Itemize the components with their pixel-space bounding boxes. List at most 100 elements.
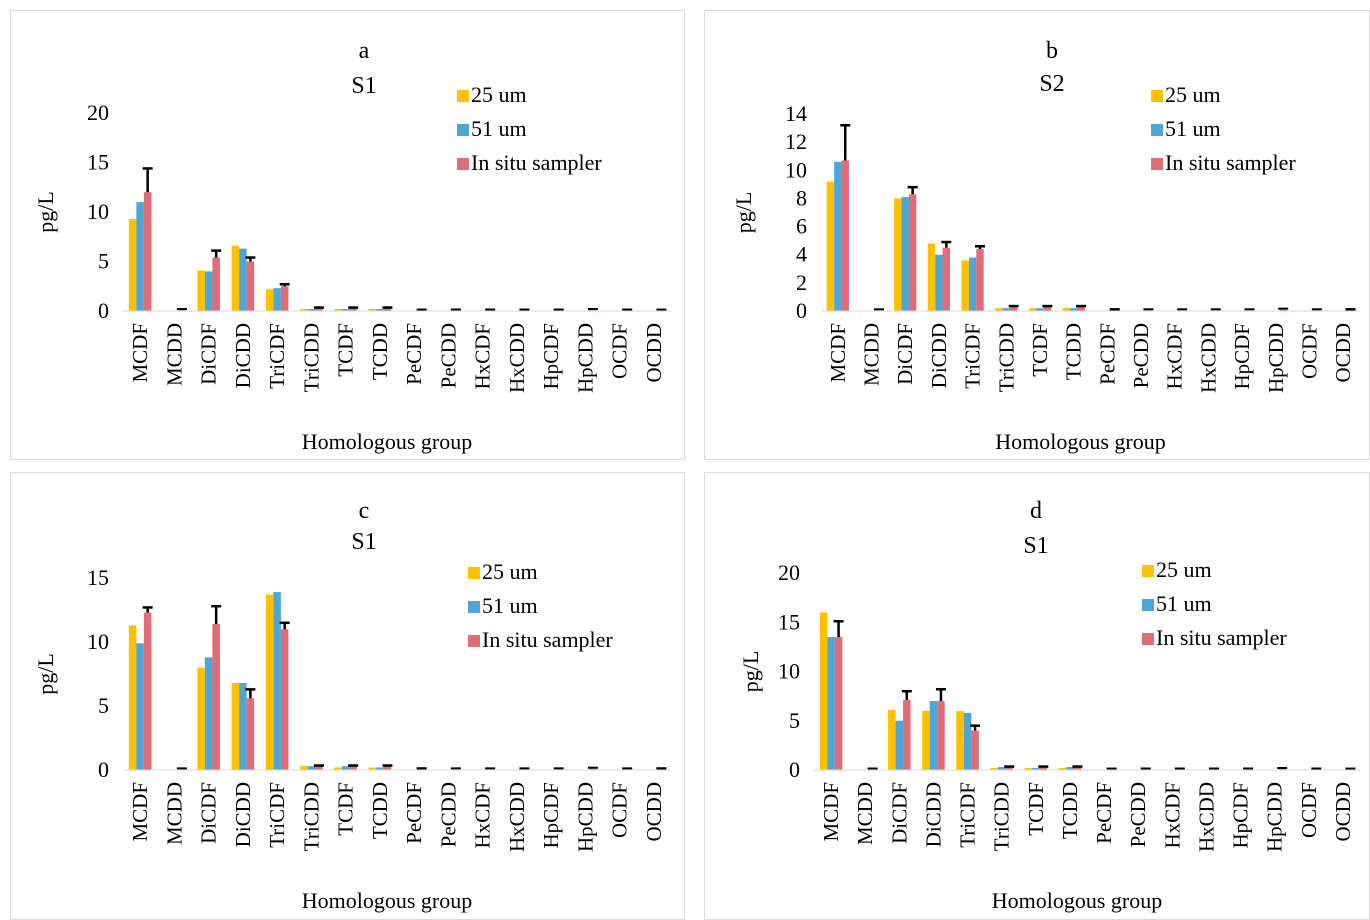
y-tick-label: 0 bbox=[98, 298, 109, 323]
x-tick-label-mcdf: MCDF bbox=[826, 323, 850, 383]
x-tick-label-hpcdd: HpCDD bbox=[573, 323, 597, 393]
bar-25-um-tricdd bbox=[300, 766, 308, 770]
x-tick-label-tcdf: TCDF bbox=[334, 782, 358, 836]
bar-25-um-dicdf bbox=[888, 709, 896, 770]
x-tick-label-hxcdf: HxCDF bbox=[1160, 782, 1184, 849]
x-tick-label-tricdf: TriCDF bbox=[956, 782, 980, 848]
legend-label-51-um: 51 um bbox=[482, 593, 538, 618]
chart-title: S1 bbox=[351, 529, 376, 555]
legend-label-51-um: 51 um bbox=[471, 116, 527, 141]
x-tick-label-hpcdd: HpCDD bbox=[573, 782, 597, 852]
bar-in-situ-sampler-tcdf bbox=[349, 308, 357, 311]
bar-25-um-dicdd bbox=[927, 243, 936, 311]
legend-label-in-situ-sampler: In situ sampler bbox=[1156, 625, 1287, 650]
y-axis-label: pg/L bbox=[738, 651, 763, 693]
x-axis-label: Homologous group bbox=[302, 429, 473, 454]
bar-51-um-tricdd bbox=[307, 309, 316, 311]
bar-25-um-tcdf bbox=[334, 309, 342, 311]
legend-swatch-in-situ-sampler bbox=[468, 635, 480, 647]
x-tick-label-dicdd: DiCDD bbox=[231, 782, 255, 847]
y-tick-label: 5 bbox=[789, 708, 800, 733]
bar-in-situ-sampler-tricdd bbox=[1005, 767, 1013, 770]
legend-swatch-25-um bbox=[457, 90, 469, 102]
x-tick-label-pecdd: PeCDD bbox=[1126, 782, 1150, 847]
y-tick-label: 12 bbox=[785, 129, 807, 154]
y-tick-label: 6 bbox=[796, 214, 807, 239]
legend-label-in-situ-sampler: In situ sampler bbox=[482, 627, 613, 652]
x-tick-label-hpcdf: HpCDF bbox=[1229, 782, 1253, 849]
bar-51-um-tcdd bbox=[376, 309, 384, 311]
bar-25-um-tricdd bbox=[300, 309, 308, 311]
x-tick-label-tricdd: TriCDD bbox=[990, 782, 1014, 851]
x-tick-label-ocdd: OCDD bbox=[1331, 323, 1355, 383]
bar-51-um-tricdf bbox=[968, 257, 977, 311]
bar-25-um-mcdf bbox=[128, 218, 137, 311]
bar-25-um-tricdf bbox=[961, 260, 969, 311]
y-axis-label: pg/L bbox=[731, 192, 756, 234]
bar-25-um-tcdd bbox=[1058, 768, 1067, 770]
x-tick-label-tricdd: TriCDD bbox=[994, 323, 1018, 392]
y-tick-label: 5 bbox=[98, 249, 109, 274]
legend-label-25-um: 25 um bbox=[1165, 82, 1221, 107]
legend-label-25-um: 25 um bbox=[482, 559, 538, 584]
x-tick-label-pecdf: PeCDF bbox=[402, 323, 426, 385]
legend-swatch-25-um bbox=[468, 567, 480, 579]
x-tick-label-hxcdd: HxCDD bbox=[505, 782, 529, 852]
x-tick-label-ocdd: OCDD bbox=[642, 782, 666, 842]
chart-panel-c: c S1 0 5 10 15 pg/L MCDF MCDD DiCDF DiCDD TriCDF Tri… bbox=[10, 472, 685, 920]
bar-51-um-dicdd bbox=[935, 254, 943, 311]
chart-a: a S1 0 5 10 15 20 pg/L MCDF MCDD DiCDF DiCDD TriCDF T… bbox=[33, 38, 671, 454]
bar-25-um-tcdf bbox=[334, 767, 342, 770]
x-tick-label-pecdd: PeCDD bbox=[436, 782, 460, 847]
x-tick-label-tcdf: TCDF bbox=[1028, 323, 1052, 377]
x-tick-label-dicdd: DiCDD bbox=[921, 782, 945, 847]
bar-in-situ-sampler-tcdd bbox=[383, 766, 392, 770]
bar-51-um-tcdd bbox=[1066, 767, 1074, 770]
bar-in-situ-sampler-hpcdd bbox=[1279, 309, 1287, 311]
y-tick-label: 0 bbox=[98, 757, 109, 782]
legend-swatch-51-um bbox=[468, 601, 480, 613]
bar-25-um-tcdd bbox=[1062, 308, 1070, 311]
bar-in-situ-sampler-dicdd bbox=[246, 698, 255, 770]
bar-in-situ-sampler-dicdf bbox=[212, 257, 220, 311]
panel-label: b bbox=[1046, 38, 1058, 64]
bar-in-situ-sampler-tcdd bbox=[383, 308, 392, 311]
bar-in-situ-sampler-tricdd bbox=[315, 766, 323, 770]
bar-51-um-tcdd bbox=[1069, 308, 1078, 311]
x-axis-label: Homologous group bbox=[992, 888, 1163, 913]
x-tick-label-mcdd: MCDD bbox=[860, 323, 884, 386]
bar-25-um-tcdf bbox=[1028, 308, 1037, 311]
y-tick-label: 10 bbox=[87, 629, 109, 654]
x-tick-label-ocdd: OCDD bbox=[642, 323, 666, 383]
bar-25-um-tricdf bbox=[956, 710, 964, 770]
y-tick-label: 15 bbox=[778, 609, 800, 634]
bar-in-situ-sampler-tricdf bbox=[280, 629, 289, 770]
bar-in-situ-sampler-tricdf bbox=[976, 249, 984, 311]
bar-25-um-dicdf bbox=[894, 198, 902, 311]
bar-51-um-dicdf bbox=[895, 720, 904, 770]
bar-51-um-dicdd bbox=[239, 248, 247, 311]
x-tick-label-hpcdf: HpCDF bbox=[1230, 323, 1254, 390]
x-tick-label-mcdf: MCDF bbox=[128, 782, 152, 842]
bar-51-um-tcdf bbox=[341, 309, 350, 311]
y-axis-label: pg/L bbox=[33, 653, 58, 695]
bar-25-um-tricdd bbox=[990, 768, 998, 770]
bar-51-um-mcdf bbox=[827, 637, 835, 770]
x-tick-label-tricdd: TriCDD bbox=[299, 782, 323, 851]
y-tick-label: 10 bbox=[785, 157, 807, 182]
bar-51-um-dicdd bbox=[239, 682, 247, 770]
bar-in-situ-sampler-mcdf bbox=[143, 192, 152, 311]
x-tick-label-mcdd: MCDD bbox=[162, 782, 186, 845]
x-tick-label-hpcdf: HpCDF bbox=[539, 782, 563, 849]
bar-25-um-mcdf bbox=[826, 181, 835, 311]
legend-swatch-in-situ-sampler bbox=[1142, 633, 1154, 645]
x-tick-label-hpcdd: HpCDD bbox=[1264, 323, 1288, 393]
x-tick-label-pecdf: PeCDF bbox=[1092, 782, 1116, 844]
chart-title: S1 bbox=[351, 73, 376, 99]
chart-title: S2 bbox=[1039, 71, 1064, 97]
bar-51-um-tcdf bbox=[1032, 768, 1040, 770]
bar-51-um-tcdd bbox=[376, 767, 384, 770]
bar-in-situ-sampler-hpcdd bbox=[589, 768, 597, 770]
legend-label-51-um: 51 um bbox=[1165, 116, 1221, 141]
x-tick-label-dicdf: DiCDF bbox=[197, 782, 221, 844]
